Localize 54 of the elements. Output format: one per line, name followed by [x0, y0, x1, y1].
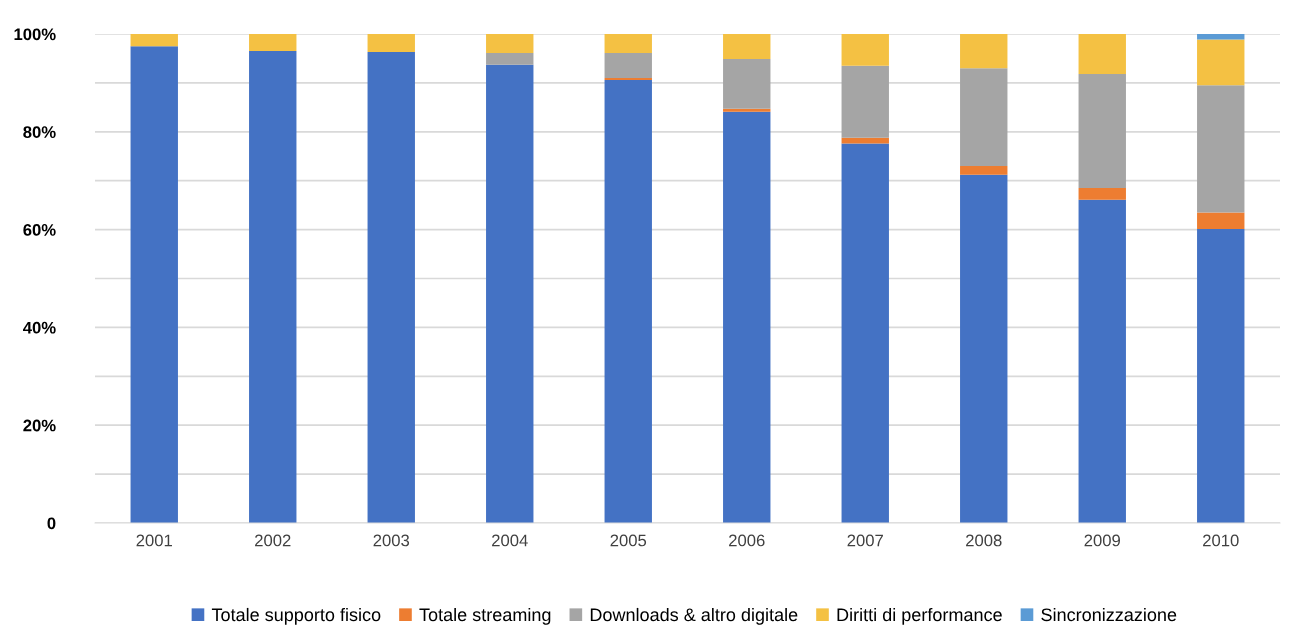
x-tick-label: 2004	[492, 534, 528, 547]
bar	[1197, 85, 1245, 213]
bar	[723, 34, 771, 59]
bar	[1078, 74, 1126, 189]
bar	[1078, 188, 1126, 200]
bar	[604, 79, 652, 523]
x-tick-label: 2003	[373, 534, 410, 547]
y-tick-label: 20%	[23, 419, 56, 432]
y-tick-label: 80%	[23, 126, 56, 138]
bar	[723, 108, 771, 112]
bar	[841, 65, 889, 138]
bar	[841, 34, 889, 66]
bar	[960, 166, 1008, 175]
bar	[960, 68, 1008, 167]
bar	[249, 51, 297, 523]
x-tick-label: 2007	[847, 534, 883, 547]
x-tick-label: 2002	[255, 534, 291, 547]
bar	[367, 34, 415, 53]
legend-label: Downloads & altro digitale	[590, 607, 798, 625]
x-tick-label: 2005	[610, 534, 647, 547]
y-tick-label: 0	[47, 517, 56, 530]
bar	[960, 34, 1008, 69]
bar	[841, 143, 889, 523]
bar	[1197, 229, 1245, 523]
bar	[723, 58, 771, 109]
x-tick-label: 2010	[1203, 534, 1239, 547]
legend-label: Totale supporto fisico	[211, 607, 381, 625]
bar	[367, 52, 415, 523]
bar	[604, 53, 652, 79]
bar	[486, 34, 534, 54]
x-tick-label: 2001	[136, 534, 172, 547]
bar	[1078, 34, 1126, 75]
legend-label: Totale streaming	[419, 607, 551, 625]
bar	[486, 53, 534, 65]
bar	[130, 34, 178, 47]
y-tick-label: 100%	[14, 28, 56, 41]
bar	[130, 46, 178, 523]
x-tick-label: 2006	[729, 534, 765, 547]
bar	[841, 137, 889, 144]
bar	[249, 34, 297, 52]
legend-label: Diritti di performance	[837, 607, 1002, 625]
x-tick-label: 2009	[1084, 534, 1120, 547]
y-tick-label: 60%	[23, 224, 56, 236]
bar	[1078, 199, 1126, 523]
bar	[604, 34, 652, 54]
bar	[1197, 34, 1245, 40]
bar	[1197, 212, 1245, 230]
bar	[723, 111, 771, 523]
y-tick-label: 40%	[23, 321, 56, 334]
bar	[486, 64, 534, 523]
x-tick-label: 2008	[966, 534, 1002, 547]
legend-label: Sincronizzazione	[1041, 607, 1177, 622]
bar	[960, 174, 1008, 523]
bar	[1197, 39, 1245, 86]
